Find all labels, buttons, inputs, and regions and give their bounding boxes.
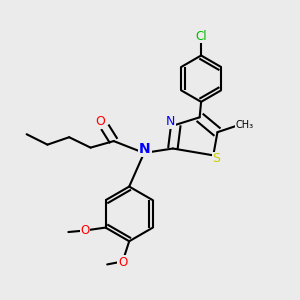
Text: N: N — [139, 142, 151, 156]
Text: CH₃: CH₃ — [236, 120, 254, 130]
Text: O: O — [95, 115, 105, 128]
Text: S: S — [212, 152, 220, 165]
Text: O: O — [80, 224, 90, 237]
Text: N: N — [166, 115, 175, 128]
Text: Cl: Cl — [195, 30, 207, 43]
Text: O: O — [118, 256, 127, 269]
